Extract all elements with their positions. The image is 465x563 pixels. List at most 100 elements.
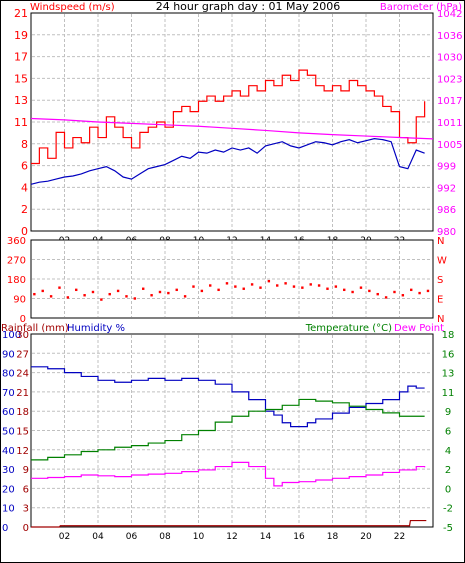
temperature-tick-label: 6 (445, 427, 451, 438)
compass-tick-label: S (437, 275, 443, 286)
wind-direction-point (66, 296, 70, 299)
temperature-tick-label: 13 (442, 369, 455, 380)
x-tick-label: 12 (226, 532, 237, 542)
windspeed-tick-label: 4 (21, 181, 28, 194)
rainfall-tick-label: 21 (16, 388, 29, 399)
wind-direction-point (167, 291, 170, 295)
wind-direction-point (284, 282, 287, 285)
temperature-tick-label: 2 (445, 465, 451, 476)
humidity-tick-label: 90 (2, 349, 15, 360)
direction-tick-label: 0 (20, 314, 26, 325)
wind-direction-point (359, 286, 363, 289)
temperature-tick-label: 18 (442, 330, 455, 341)
windspeed-tick-label: 8 (21, 138, 28, 151)
humidity-tick-label: 80 (2, 369, 15, 380)
wind-direction-point (326, 287, 329, 290)
wind-direction-point (376, 292, 379, 296)
left-axis-label: Windspeed (m/s) (30, 2, 115, 13)
temperature-tick-label: 4 (445, 446, 451, 457)
wind-direction-point (33, 292, 36, 296)
compass-tick-label: N (437, 314, 444, 325)
windspeed-tick-label: 11 (14, 116, 28, 129)
wind-direction-point (309, 283, 312, 286)
temperature-tick-label: 11 (442, 388, 455, 399)
rainfall-tick-label: 3 (23, 504, 29, 515)
rainfall-tick-label: 0 (23, 523, 29, 534)
barometer-line (30, 117, 434, 140)
barometer-tick-label: 1017 (437, 96, 462, 107)
humidity-axis-label: Humidity % (67, 323, 125, 334)
rainfall-tick-label: 18 (16, 407, 29, 418)
temperature-tick-label: -2 (443, 504, 453, 515)
temperature-axis-label: Temperature (°C) (305, 323, 392, 334)
humidity-tick-label: 50 (2, 427, 15, 438)
windspeed-tick-label: 21 (14, 7, 28, 20)
humidity-tick-label: 40 (2, 446, 15, 457)
rainfall-tick-label: 27 (16, 349, 29, 360)
wind-direction-point (368, 289, 371, 293)
direction-tick-label: 360 (7, 236, 26, 247)
windspeed-tick-label: 13 (14, 94, 28, 107)
wind-direction-point (418, 291, 421, 295)
wind-direction-point (343, 288, 346, 292)
windspeed-tick-label: 2 (21, 203, 28, 216)
direction-tick-label: 270 (7, 256, 26, 267)
wind-direction-point (401, 294, 405, 297)
x-tick-label: 04 (92, 532, 104, 542)
wind-direction-point (259, 286, 262, 289)
rainfall-tick-label: 9 (23, 465, 29, 476)
x-tick-label: 10 (193, 532, 205, 542)
wind-direction-point (49, 295, 53, 298)
wind-direction-point (100, 298, 103, 301)
temperature-tick-label: 16 (442, 349, 455, 360)
rainfall-tick-label: 24 (16, 369, 29, 380)
compass-tick-label: N (437, 236, 444, 247)
barometer-tick-label: 1030 (437, 53, 462, 64)
compass-tick-label: E (437, 295, 443, 306)
x-tick-label: 22 (394, 532, 405, 542)
barometer-tick-label: 986 (437, 205, 456, 216)
wind-direction-point (426, 289, 430, 293)
wind-direction-point (393, 290, 396, 294)
humidity-tick-label: 10 (2, 504, 15, 515)
dewpoint-axis-label: Dew Point (394, 323, 444, 334)
wind-direction-point (200, 289, 204, 293)
wind-direction-point (334, 285, 338, 288)
humidity-tick-label: 30 (2, 465, 15, 476)
title: 24 hour graph day : 01 May 2006 (156, 0, 341, 13)
x-tick-label: 02 (59, 532, 70, 542)
wind-direction-point (250, 283, 254, 286)
wind-direction-point (91, 290, 95, 294)
wind-direction-point (301, 286, 304, 289)
x-tick-label: 20 (360, 532, 372, 542)
humidity-tick-label: 100 (2, 330, 21, 341)
wind-direction-point (41, 289, 44, 293)
wind-direction-point (116, 289, 120, 293)
windspeed-tick-label: 19 (14, 29, 28, 42)
wind-direction-point (267, 279, 271, 283)
wind-direction-point (292, 285, 296, 288)
wind-direction-point (351, 290, 354, 294)
wind-direction-point (108, 292, 111, 296)
windspeed-tick-label: 17 (14, 51, 28, 64)
wind-direction-point (317, 284, 321, 287)
humidity-tick-label: 70 (2, 388, 15, 399)
humidity-tick-label: 60 (2, 407, 15, 418)
windspeed-tick-label: 15 (14, 72, 28, 85)
temperature-line (31, 398, 425, 461)
barometer-tick-label: 1042 (437, 9, 462, 20)
rainfall-line (31, 519, 427, 528)
wind-direction-point (125, 295, 128, 298)
barometer-tick-label: 1005 (437, 140, 462, 151)
windspeed-tick-label: 0 (21, 225, 28, 238)
direction-tick-label: 180 (7, 275, 26, 286)
wind-direction-point (142, 287, 145, 290)
temperature-tick-label: 0 (445, 484, 451, 495)
barometer-tick-label: 992 (437, 183, 456, 194)
x-tick-label: 14 (260, 532, 272, 542)
wind-direction-point (158, 290, 162, 294)
rainfall-tick-label: 12 (16, 446, 29, 457)
dewpoint-line (31, 461, 426, 487)
wind-direction-point (183, 295, 187, 298)
barometer-tick-label: 1036 (437, 31, 462, 42)
